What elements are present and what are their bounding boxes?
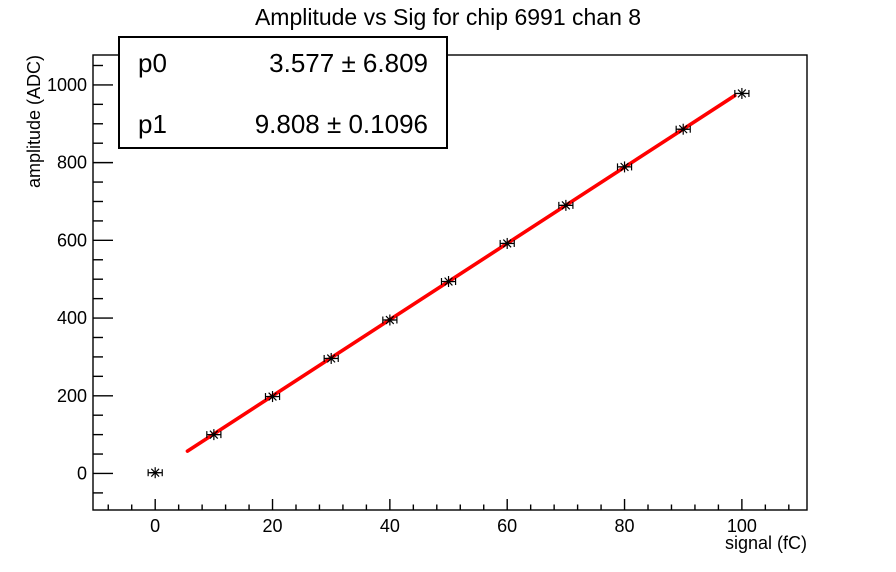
x-axis-title: signal (fC) — [725, 533, 807, 553]
asterisk-marker — [561, 201, 571, 210]
param-value-p0: 3.577 ± 6.809 — [269, 48, 428, 78]
plot-frame — [92, 54, 808, 511]
param-value-p1: 9.808 ± 0.1096 — [254, 109, 428, 139]
data-point — [206, 429, 222, 441]
y-tick-label: 0 — [77, 463, 87, 483]
asterisk-marker — [268, 392, 277, 401]
axes — [92, 54, 808, 511]
param-name-p0: p0 — [138, 48, 167, 78]
asterisk-marker — [737, 89, 747, 98]
data-point — [147, 467, 163, 479]
x-tick-label: 0 — [150, 516, 160, 536]
x-tick-label: 100 — [727, 516, 757, 536]
data-point — [382, 314, 398, 326]
y-tick-label: 1000 — [47, 75, 87, 95]
data-point — [264, 391, 281, 403]
param-name-p1: p1 — [138, 109, 167, 139]
y-axis-title: amplitude (ADC) — [24, 55, 44, 188]
data-point — [499, 237, 515, 249]
data-point — [734, 87, 750, 99]
data-point — [323, 352, 339, 364]
asterisk-marker — [209, 430, 219, 439]
data-point — [558, 199, 574, 211]
asterisk-marker — [678, 124, 688, 134]
stats-row-p0: p0 3.577 ± 6.809 — [138, 47, 428, 79]
stats-row-p1: p1 9.808 ± 0.1096 — [138, 108, 428, 140]
plot-title: Amplitude vs Sig for chip 6991 chan 8 — [254, 4, 642, 30]
asterisk-marker — [620, 162, 629, 172]
fit-stats-box: p0 3.577 ± 6.809 p1 9.808 ± 0.1096 — [118, 36, 448, 149]
x-tick-label: 40 — [380, 516, 400, 536]
y-tick-label: 600 — [57, 230, 87, 250]
fit-line — [185, 93, 737, 453]
y-tick-label: 800 — [57, 153, 87, 173]
data-points — [147, 87, 750, 479]
asterisk-marker — [150, 468, 160, 478]
asterisk-marker — [326, 354, 336, 363]
y-tick-label: 200 — [57, 386, 87, 406]
asterisk-marker — [444, 277, 453, 286]
x-tick-label: 20 — [263, 516, 283, 536]
x-tick-label: 60 — [497, 516, 517, 536]
data-point — [616, 161, 633, 173]
asterisk-marker — [385, 315, 395, 325]
y-tick-label: 400 — [57, 308, 87, 328]
data-point — [440, 276, 457, 288]
x-tick-label: 80 — [615, 516, 635, 536]
asterisk-marker — [502, 239, 512, 248]
data-point — [675, 123, 691, 135]
